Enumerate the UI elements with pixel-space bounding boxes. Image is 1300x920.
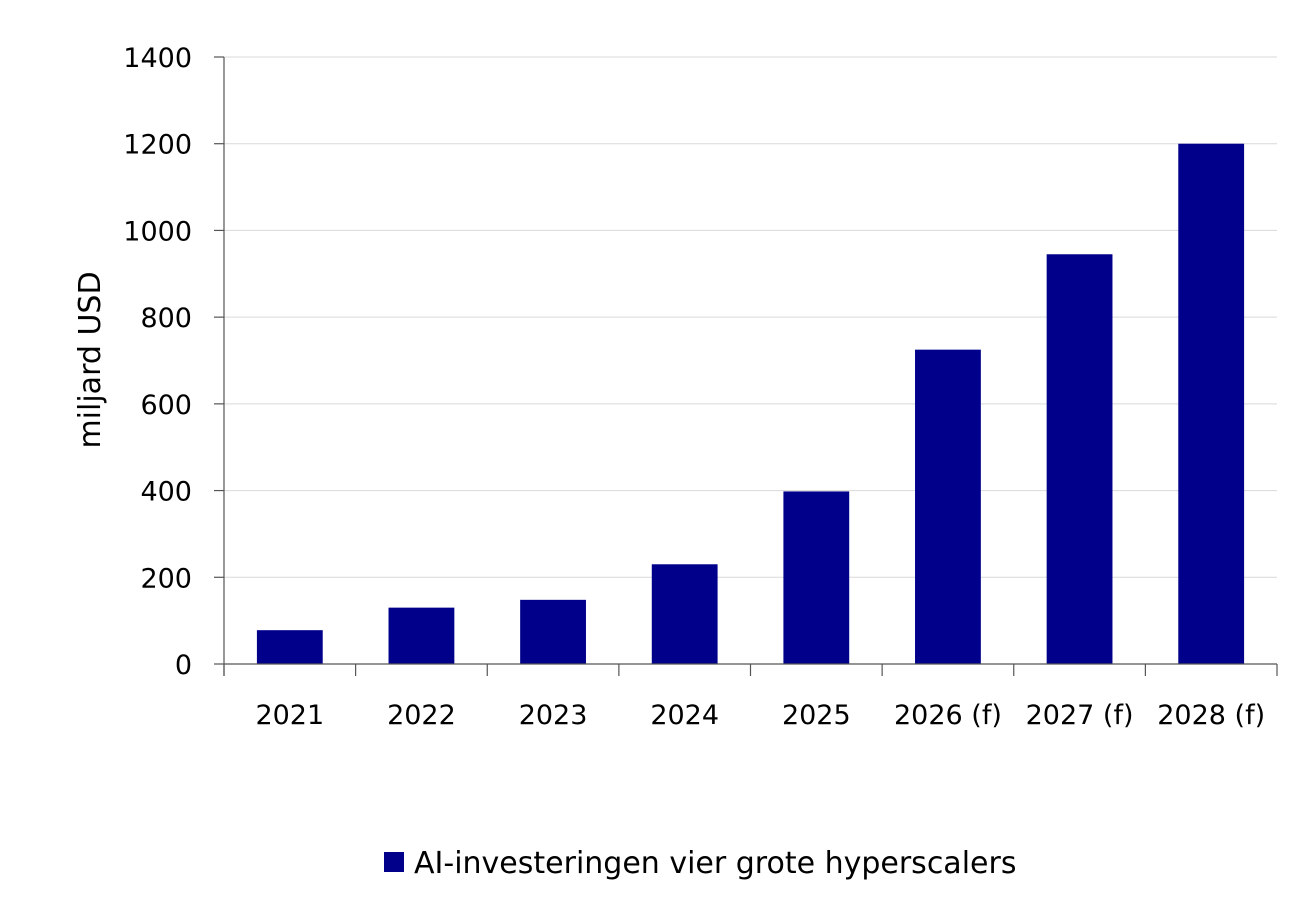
y-tick-label: 600	[140, 390, 192, 421]
y-tick-label: 200	[140, 563, 192, 594]
y-tick-label: 800	[140, 303, 192, 334]
bar-2026 (f)	[915, 349, 981, 664]
x-tick-label: 2021	[255, 700, 324, 731]
gridlines	[224, 56, 1277, 578]
x-tick-label: 2027 (f)	[1026, 700, 1134, 731]
y-tick-label: 400	[140, 477, 192, 508]
legend: AI-investeringen vier grote hyperscalers	[384, 846, 1016, 881]
bars	[256, 143, 1245, 664]
bar-2021	[256, 630, 323, 664]
x-tick-label: 2028 (f)	[1157, 700, 1265, 731]
y-axis-title: miljard USD	[73, 271, 108, 448]
bar-2024	[651, 564, 718, 664]
bar-2023	[520, 599, 586, 664]
bar-2025	[783, 491, 850, 664]
legend-label: AI-investeringen vier grote hyperscalers	[414, 846, 1016, 881]
y-tick-label: 0	[175, 650, 192, 681]
axes	[214, 56, 1278, 676]
x-tick-label: 2025	[782, 700, 851, 731]
bar-2022	[388, 607, 455, 664]
x-tick-label: 2022	[387, 700, 456, 731]
y-tick-label: 1200	[123, 130, 192, 161]
y-tick-labels: 0 200 400 600 800 1000 1200 1400	[123, 43, 192, 681]
x-tick-label: 2024	[650, 700, 719, 731]
x-tick-label: 2026 (f)	[894, 700, 1002, 731]
x-tick-labels: 2021 2022 2023 2024 2025 2026 (f) 2027 (f) 2028…	[255, 700, 1265, 731]
legend-swatch	[384, 852, 404, 872]
y-tick-label: 1400	[123, 43, 192, 74]
y-tick-label: 1000	[123, 216, 192, 247]
bar-2028 (f)	[1178, 143, 1245, 664]
x-tick-label: 2023	[519, 700, 588, 731]
bar-2027 (f)	[1046, 254, 1113, 664]
